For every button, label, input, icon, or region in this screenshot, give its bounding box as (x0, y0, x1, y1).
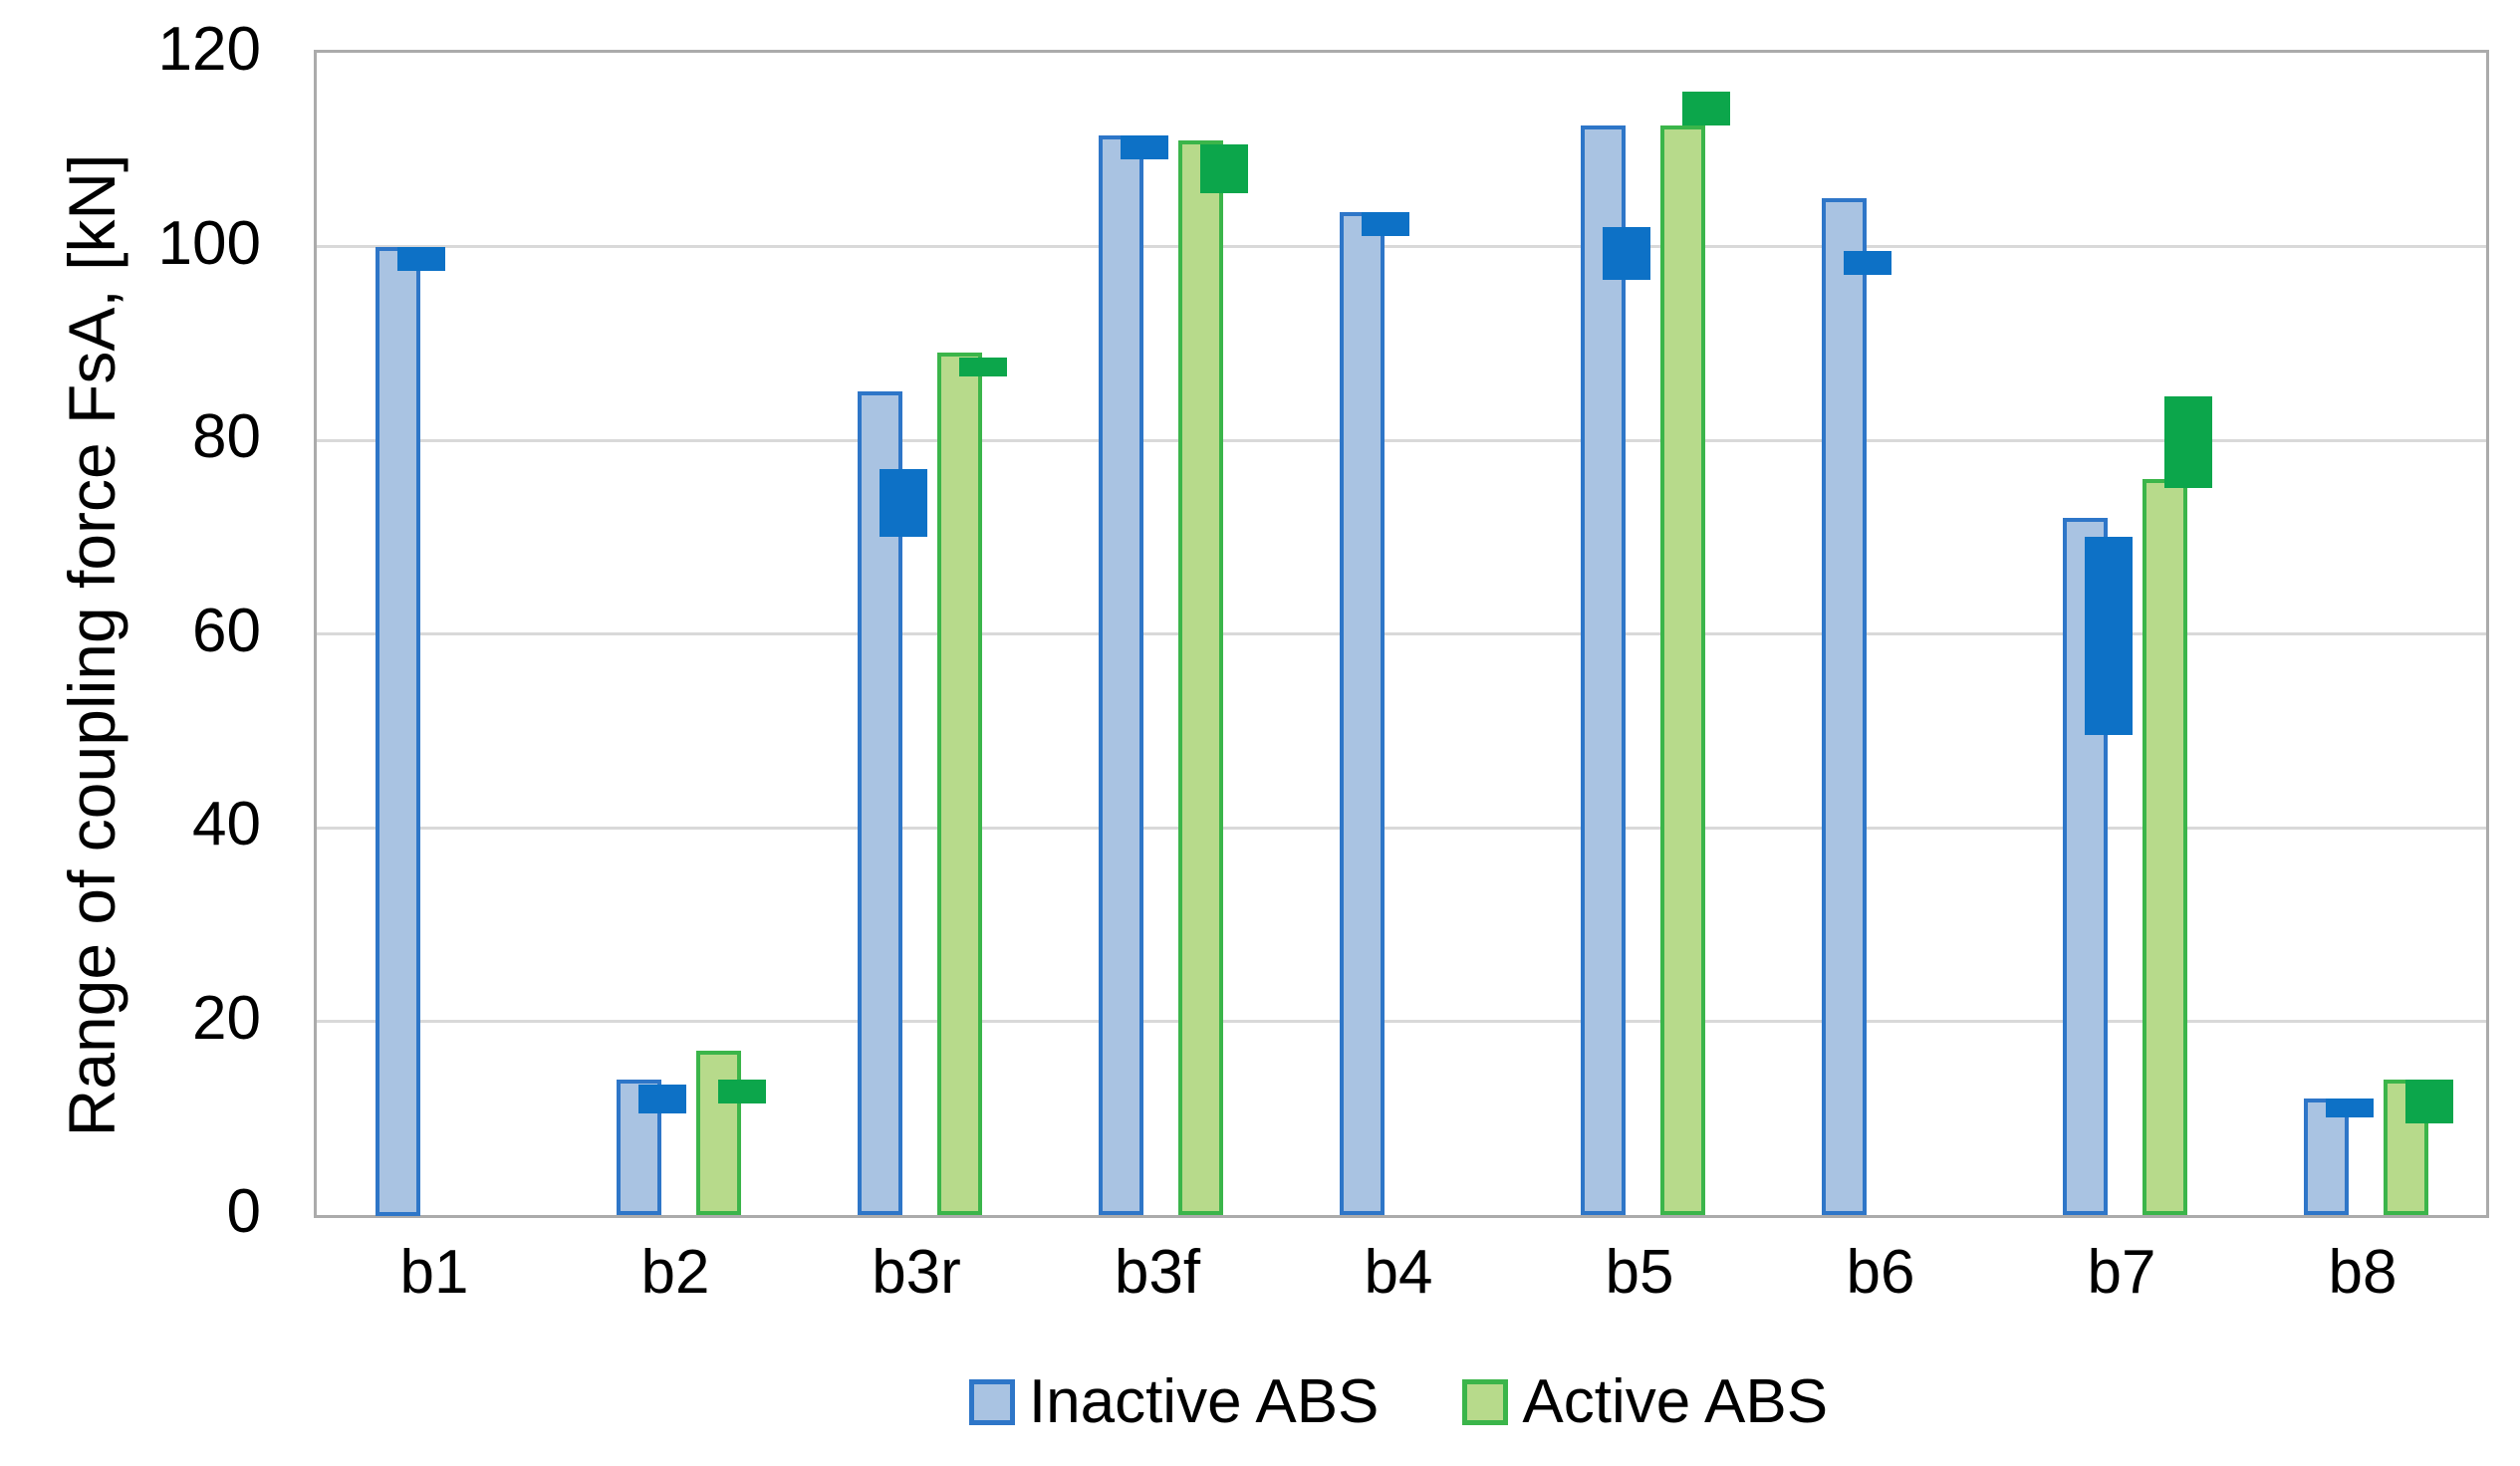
range-marker-active-abs-b3f (1200, 144, 1248, 193)
x-tick-label-b8: b8 (2328, 1238, 2397, 1307)
y-tick-label-20: 20 (192, 984, 261, 1053)
y-tick-label-60: 60 (192, 597, 261, 665)
legend-label-active-abs: Active ABS (1522, 1367, 1829, 1436)
gridline-40 (317, 827, 2486, 830)
x-tick-label-b2: b2 (640, 1238, 710, 1307)
y-tick-label-40: 40 (192, 790, 261, 858)
bar-inactive-abs-b8 (2304, 1099, 2349, 1215)
range-marker-active-abs-b5 (1682, 92, 1730, 125)
plot-area (314, 50, 2489, 1218)
range-marker-inactive-abs-b5 (1603, 227, 1650, 280)
range-marker-inactive-abs-b8 (2326, 1099, 2374, 1117)
legend-item-inactive-abs: Inactive ABS (968, 1362, 1380, 1442)
x-tick-label-b3r: b3r (872, 1238, 961, 1307)
bar-active-abs-b3r (937, 353, 982, 1215)
bar-active-abs-b3f (1178, 140, 1223, 1215)
legend-item-active-abs: Active ABS (1462, 1362, 1828, 1442)
range-marker-inactive-abs-b4 (1362, 212, 1409, 236)
range-marker-active-abs-b7 (2164, 396, 2212, 488)
x-tick-label-b5: b5 (1605, 1238, 1674, 1307)
x-tick-label-b7: b7 (2087, 1238, 2156, 1307)
y-tick-label-100: 100 (157, 209, 261, 278)
bar-inactive-abs-b4 (1340, 212, 1385, 1215)
bar-inactive-abs-b5 (1581, 125, 1626, 1215)
gridline-80 (317, 439, 2486, 442)
range-marker-inactive-abs-b6 (1844, 251, 1891, 275)
x-tick-label-b1: b1 (399, 1238, 469, 1307)
y-tick-label-0: 0 (226, 1177, 261, 1246)
x-tick-label-b3f: b3f (1114, 1238, 1201, 1307)
range-marker-active-abs-b3r (959, 358, 1007, 376)
bar-active-abs-b2 (696, 1051, 741, 1215)
range-marker-inactive-abs-b7 (2085, 537, 2133, 735)
bar-active-abs-b5 (1660, 125, 1705, 1215)
range-marker-inactive-abs-b3r (880, 469, 927, 537)
gridline-100 (317, 245, 2486, 248)
range-marker-inactive-abs-b3f (1121, 135, 1168, 159)
range-marker-inactive-abs-b2 (638, 1085, 686, 1113)
bar-inactive-abs-b6 (1822, 198, 1867, 1215)
range-marker-active-abs-b8 (2405, 1080, 2453, 1123)
bar-active-abs-b7 (2142, 479, 2187, 1215)
legend: Inactive ABS Active ABS (314, 1362, 2483, 1442)
gridline-20 (317, 1020, 2486, 1023)
range-marker-active-abs-b2 (718, 1080, 766, 1103)
legend-label-inactive-abs: Inactive ABS (1028, 1367, 1380, 1436)
active-abs-swatch-icon (1462, 1379, 1509, 1425)
x-tick-label-b4: b4 (1364, 1238, 1433, 1307)
y-tick-label-120: 120 (157, 15, 261, 84)
bar-inactive-abs-b1 (376, 247, 420, 1216)
range-marker-inactive-abs-b1 (397, 247, 445, 271)
gridline-60 (317, 632, 2486, 635)
y-tick-label-80: 80 (192, 402, 261, 471)
inactive-abs-swatch-icon (968, 1379, 1015, 1425)
x-tick-label-b6: b6 (1846, 1238, 1915, 1307)
bar-inactive-abs-b3f (1099, 135, 1143, 1215)
